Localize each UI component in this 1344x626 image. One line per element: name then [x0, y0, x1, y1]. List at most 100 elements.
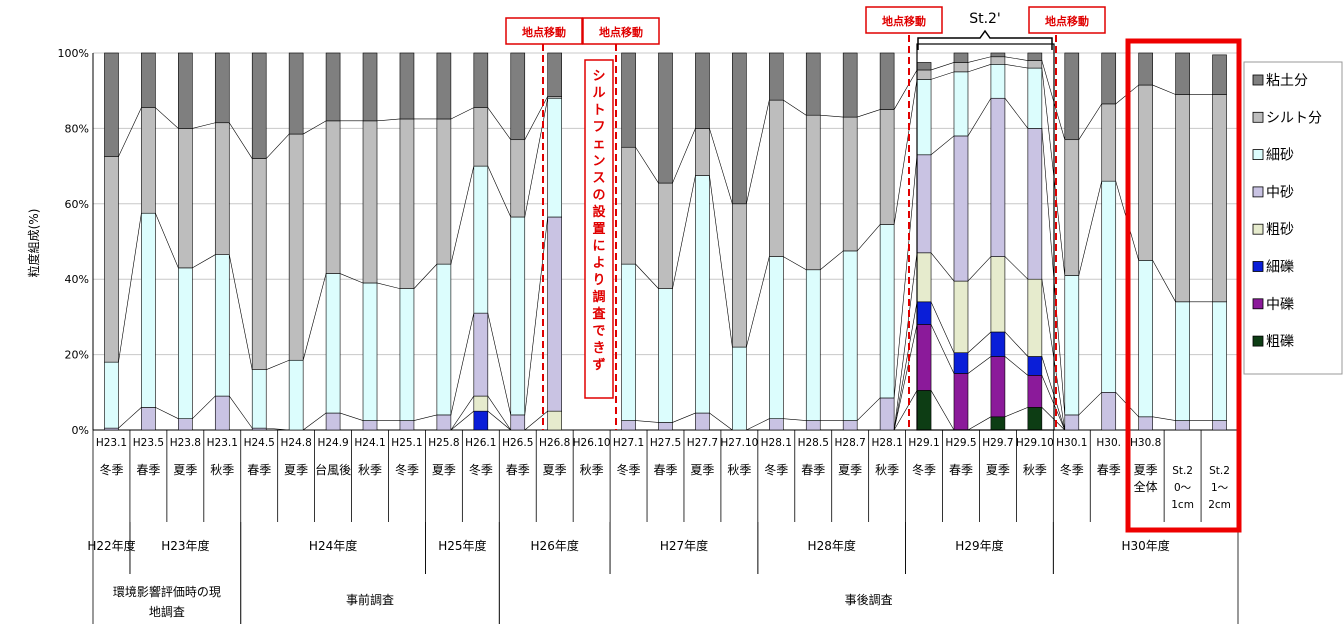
y-tick-label: 40%	[65, 273, 89, 286]
bar-segment	[990, 416, 1006, 431]
survey-group-label: 地調査	[149, 605, 185, 619]
bar-segment	[990, 97, 1006, 257]
connector-line	[302, 120, 327, 135]
h30-highlight-box	[1125, 38, 1242, 533]
connector-line	[672, 175, 696, 289]
x-tick-label: H24.8	[281, 437, 312, 449]
legend-label: 中礫	[1266, 297, 1294, 313]
bar-segment	[288, 133, 304, 361]
x-tick-label: H23.8	[170, 437, 201, 449]
bar-segment	[178, 52, 193, 129]
connector-line	[450, 166, 475, 265]
connector-line	[783, 256, 807, 271]
x-tick-label: H28.5	[798, 437, 829, 449]
connector-line	[118, 213, 142, 363]
bar-segment	[436, 263, 452, 416]
season-label: 夏季	[838, 463, 862, 477]
connector-line	[155, 213, 179, 269]
bar-segment	[288, 359, 304, 431]
x-tick-label: H29.10	[1016, 437, 1054, 449]
bar-segment	[1027, 128, 1043, 280]
season-label: 秋季	[580, 463, 604, 477]
connector-line	[820, 114, 844, 118]
bar-segment	[842, 420, 858, 431]
bar-segment	[104, 52, 119, 157]
bar-segment	[214, 395, 230, 431]
connector-line	[302, 273, 327, 361]
fence-note-char: り	[592, 273, 605, 288]
legend-swatch	[1252, 149, 1264, 161]
bar-segment	[990, 52, 1006, 58]
connector-line	[1004, 331, 1029, 357]
connector-line	[376, 118, 400, 122]
bar-segment	[141, 52, 156, 108]
bar-segment	[1138, 416, 1153, 431]
legend-label: シルト分	[1266, 110, 1322, 126]
x-tick-label: H24.1	[354, 437, 385, 449]
bar-segment	[1138, 260, 1153, 418]
connector-line	[376, 282, 401, 289]
bar-segment	[399, 420, 415, 431]
bar-segment	[916, 324, 932, 391]
fence-note-char: ェ	[592, 137, 605, 152]
bar-segment	[473, 410, 489, 431]
connector-line	[1078, 103, 1102, 140]
connector-line	[856, 397, 881, 421]
connector-line	[450, 410, 475, 431]
bar-segment	[916, 252, 932, 303]
bar-segment	[1101, 103, 1117, 182]
bar-segment	[879, 52, 895, 110]
connector-line	[1004, 356, 1029, 376]
bar-segment	[1138, 52, 1153, 86]
fence-note-char: ト	[592, 103, 605, 118]
season-label: 冬季	[99, 462, 123, 477]
bar-segment	[916, 154, 932, 254]
bar-segment	[1027, 407, 1043, 431]
connector-line	[930, 62, 955, 71]
connector-line	[450, 107, 474, 120]
connector-line	[450, 313, 475, 415]
bar-segment	[436, 118, 452, 265]
legend-swatch	[1252, 74, 1264, 86]
bar-segment	[141, 407, 156, 431]
connector-line	[229, 395, 253, 429]
bar-segment	[621, 146, 636, 265]
season-label: 冬季	[1060, 462, 1084, 477]
category-table: H23.1 H23.5 H23.8 H23.1 H24.5 H24.8 H24.9 H24.1…	[87, 430, 1239, 624]
connector-line	[192, 254, 216, 269]
survey-group-label: 事後調査	[845, 593, 893, 607]
fence-note-char: よ	[592, 256, 605, 271]
connector-line	[857, 109, 881, 118]
bar-segment	[1212, 54, 1227, 95]
connector-line	[893, 69, 918, 110]
connector-line	[709, 128, 733, 204]
connector-line	[1004, 407, 1028, 418]
x-tick-label: H27.1	[613, 437, 644, 449]
connector-line	[930, 324, 955, 374]
bar-segment	[141, 107, 156, 214]
connector-line	[192, 395, 216, 419]
bar-segment	[953, 135, 969, 282]
bar-segment	[510, 414, 526, 431]
bar-segment	[769, 418, 784, 431]
bar-segment	[1175, 94, 1190, 303]
connector-line	[672, 128, 696, 184]
bar-segment	[362, 120, 378, 284]
season-label: 春季	[247, 463, 271, 477]
connector-line	[1041, 356, 1066, 431]
connector-line	[746, 256, 770, 348]
connector-line	[266, 427, 290, 431]
connector-line	[1152, 84, 1176, 95]
fence-note-char: 設	[592, 204, 606, 220]
bar-segment	[473, 312, 489, 397]
bar-segment	[805, 52, 821, 116]
bar-segment	[805, 269, 821, 421]
connector-line	[1041, 375, 1066, 431]
legend-swatch	[1252, 298, 1264, 310]
x-tick-label: H25.1	[391, 437, 422, 449]
season-label: 全体	[1134, 479, 1158, 494]
x-tick-label: H26.1	[465, 437, 496, 449]
x-tick-label: H26.5	[502, 437, 533, 449]
